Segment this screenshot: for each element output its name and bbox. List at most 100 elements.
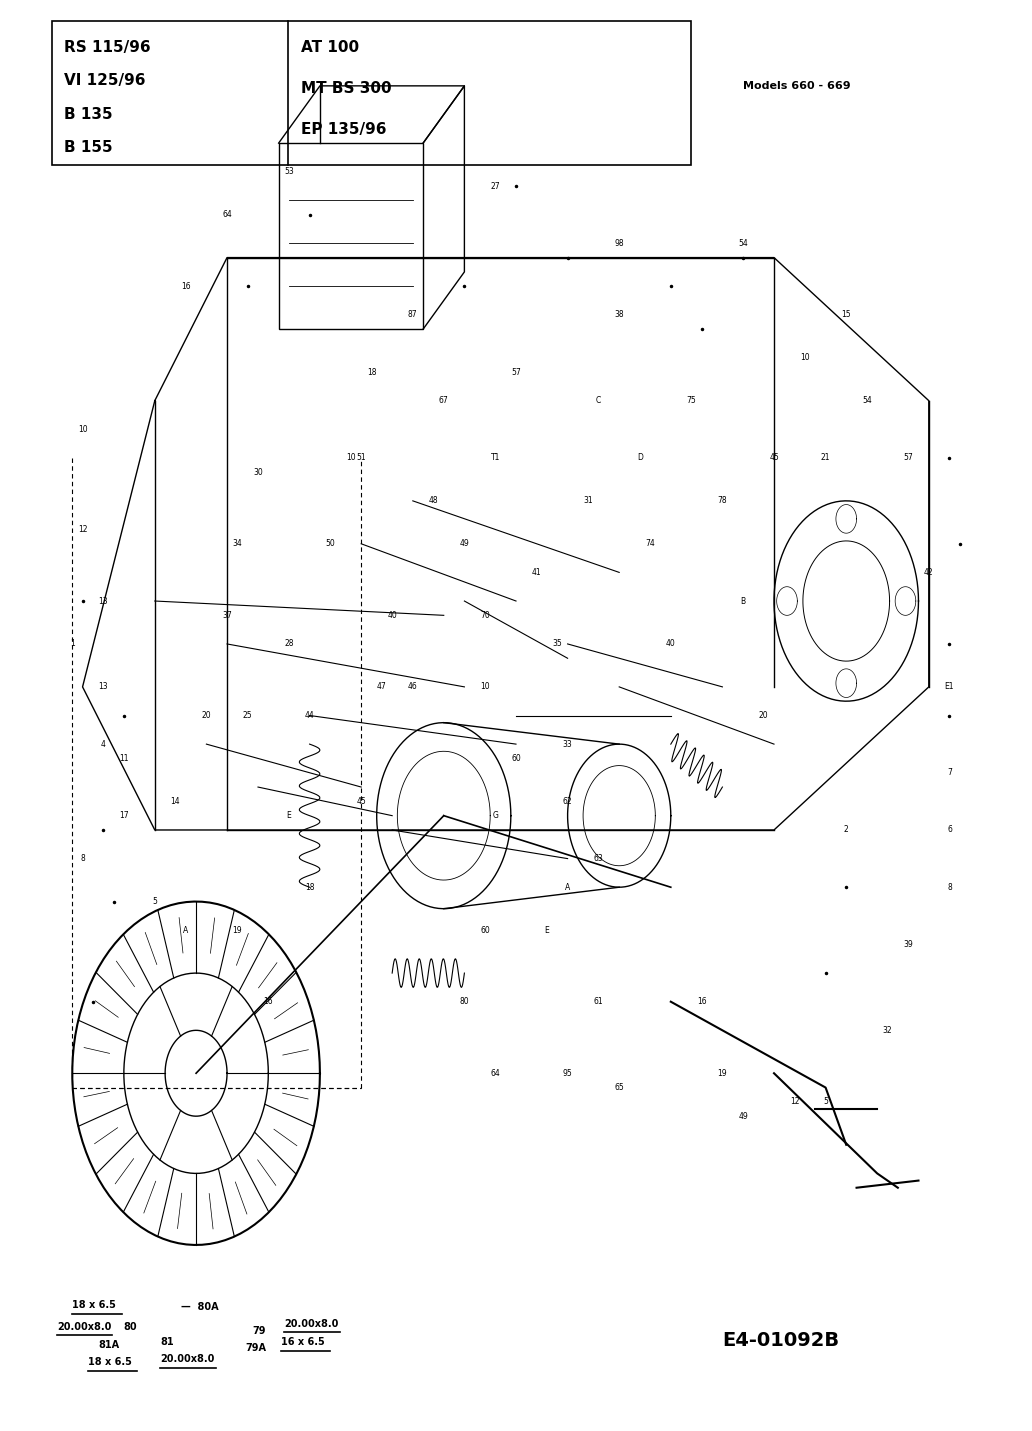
Text: 63: 63 bbox=[593, 854, 604, 863]
Text: 19: 19 bbox=[232, 926, 243, 934]
Text: E4-01092B: E4-01092B bbox=[722, 1331, 839, 1351]
Text: 1: 1 bbox=[70, 640, 74, 648]
Text: 12: 12 bbox=[789, 1098, 800, 1106]
Text: 30: 30 bbox=[253, 468, 263, 477]
Text: 20.00x8.0: 20.00x8.0 bbox=[284, 1319, 338, 1328]
Text: 16: 16 bbox=[181, 282, 191, 290]
Text: 60: 60 bbox=[480, 926, 490, 934]
Text: 75: 75 bbox=[686, 396, 697, 405]
Text: 33: 33 bbox=[562, 740, 573, 748]
Text: 16: 16 bbox=[263, 997, 273, 1006]
Text: 81: 81 bbox=[160, 1338, 173, 1347]
Text: 45: 45 bbox=[769, 454, 779, 462]
Text: VI 125/96: VI 125/96 bbox=[64, 73, 146, 89]
Text: 54: 54 bbox=[738, 239, 748, 248]
Text: 5: 5 bbox=[153, 897, 157, 906]
Text: 7: 7 bbox=[947, 768, 952, 777]
Text: 79A: 79A bbox=[246, 1344, 266, 1352]
Text: 74: 74 bbox=[645, 539, 655, 548]
Text: 18: 18 bbox=[304, 883, 315, 892]
Text: B: B bbox=[741, 597, 745, 605]
Text: 87: 87 bbox=[408, 311, 418, 319]
Text: 10: 10 bbox=[77, 425, 88, 434]
Text: 20: 20 bbox=[759, 711, 769, 720]
Text: B 155: B 155 bbox=[64, 140, 112, 155]
Text: 45: 45 bbox=[356, 797, 366, 806]
Text: 10: 10 bbox=[800, 353, 810, 362]
Text: 61: 61 bbox=[593, 997, 604, 1006]
Text: 25: 25 bbox=[243, 711, 253, 720]
Text: 40: 40 bbox=[666, 640, 676, 648]
Text: 67: 67 bbox=[439, 396, 449, 405]
Text: 18 x 6.5: 18 x 6.5 bbox=[88, 1358, 132, 1367]
Text: 48: 48 bbox=[428, 497, 439, 505]
Text: EP 135/96: EP 135/96 bbox=[300, 122, 386, 137]
Text: 54: 54 bbox=[862, 396, 872, 405]
Text: 50: 50 bbox=[325, 539, 335, 548]
Text: 34: 34 bbox=[232, 539, 243, 548]
Text: 53: 53 bbox=[284, 167, 294, 176]
Text: 8: 8 bbox=[947, 883, 952, 892]
Text: 2: 2 bbox=[844, 826, 848, 834]
Text: 51: 51 bbox=[356, 454, 366, 462]
Text: 21: 21 bbox=[820, 454, 831, 462]
Text: 18 x 6.5: 18 x 6.5 bbox=[72, 1301, 117, 1309]
Text: Models 660 - 669: Models 660 - 669 bbox=[743, 82, 850, 90]
Text: 65: 65 bbox=[614, 1083, 624, 1092]
Text: 17: 17 bbox=[119, 811, 129, 820]
Text: 49: 49 bbox=[459, 539, 470, 548]
Text: 13: 13 bbox=[98, 683, 108, 691]
Text: 10: 10 bbox=[346, 454, 356, 462]
Text: 37: 37 bbox=[222, 611, 232, 620]
Text: 44: 44 bbox=[304, 711, 315, 720]
Text: 80: 80 bbox=[459, 997, 470, 1006]
Text: 16: 16 bbox=[697, 997, 707, 1006]
Text: 11: 11 bbox=[119, 754, 129, 763]
Text: 41: 41 bbox=[531, 568, 542, 577]
Text: 57: 57 bbox=[903, 454, 913, 462]
Text: RS 115/96: RS 115/96 bbox=[64, 40, 151, 54]
Text: 46: 46 bbox=[408, 683, 418, 691]
Text: E: E bbox=[545, 926, 549, 934]
Text: A: A bbox=[565, 883, 571, 892]
Text: 70: 70 bbox=[480, 611, 490, 620]
Text: 31: 31 bbox=[583, 497, 593, 505]
Text: E1: E1 bbox=[944, 683, 955, 691]
Text: 28: 28 bbox=[284, 640, 294, 648]
Text: 16 x 6.5: 16 x 6.5 bbox=[281, 1338, 324, 1347]
Text: 78: 78 bbox=[717, 497, 728, 505]
Text: 8: 8 bbox=[80, 854, 85, 863]
Text: 27: 27 bbox=[490, 182, 501, 190]
Text: E: E bbox=[287, 811, 291, 820]
Text: 42: 42 bbox=[924, 568, 934, 577]
Text: T1: T1 bbox=[490, 454, 501, 462]
Text: 13: 13 bbox=[98, 597, 108, 605]
Text: 49: 49 bbox=[738, 1112, 748, 1120]
Text: 6: 6 bbox=[947, 826, 952, 834]
Text: 35: 35 bbox=[552, 640, 562, 648]
Text: 98: 98 bbox=[614, 239, 624, 248]
Text: 5: 5 bbox=[824, 1098, 828, 1106]
Text: 81A: 81A bbox=[98, 1341, 119, 1349]
Text: 20.00x8.0: 20.00x8.0 bbox=[57, 1322, 111, 1331]
Text: 4: 4 bbox=[101, 740, 105, 748]
Text: AT 100: AT 100 bbox=[300, 40, 359, 54]
Text: C: C bbox=[595, 396, 602, 405]
Text: MT BS 300: MT BS 300 bbox=[300, 82, 391, 96]
Text: —  80A: — 80A bbox=[181, 1302, 218, 1311]
Text: 80: 80 bbox=[124, 1322, 137, 1331]
Text: A: A bbox=[183, 926, 189, 934]
Text: 64: 64 bbox=[490, 1069, 501, 1078]
Text: 79: 79 bbox=[253, 1327, 266, 1335]
Text: 40: 40 bbox=[387, 611, 397, 620]
Bar bbox=[52, 21, 691, 165]
Text: 32: 32 bbox=[882, 1026, 893, 1035]
Text: 38: 38 bbox=[614, 311, 624, 319]
Text: 14: 14 bbox=[170, 797, 181, 806]
Text: 57: 57 bbox=[511, 368, 521, 376]
Text: 60: 60 bbox=[511, 754, 521, 763]
Text: 95: 95 bbox=[562, 1069, 573, 1078]
Text: 15: 15 bbox=[841, 311, 851, 319]
Text: 18: 18 bbox=[366, 368, 377, 376]
Text: 20.00x8.0: 20.00x8.0 bbox=[160, 1355, 215, 1364]
